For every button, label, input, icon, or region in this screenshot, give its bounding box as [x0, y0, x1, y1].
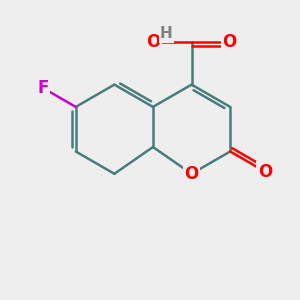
- Text: H: H: [160, 26, 172, 41]
- Text: O: O: [184, 165, 199, 183]
- Text: F: F: [37, 79, 49, 97]
- Text: O: O: [147, 33, 161, 51]
- Text: O: O: [258, 163, 272, 181]
- Text: O: O: [222, 33, 237, 51]
